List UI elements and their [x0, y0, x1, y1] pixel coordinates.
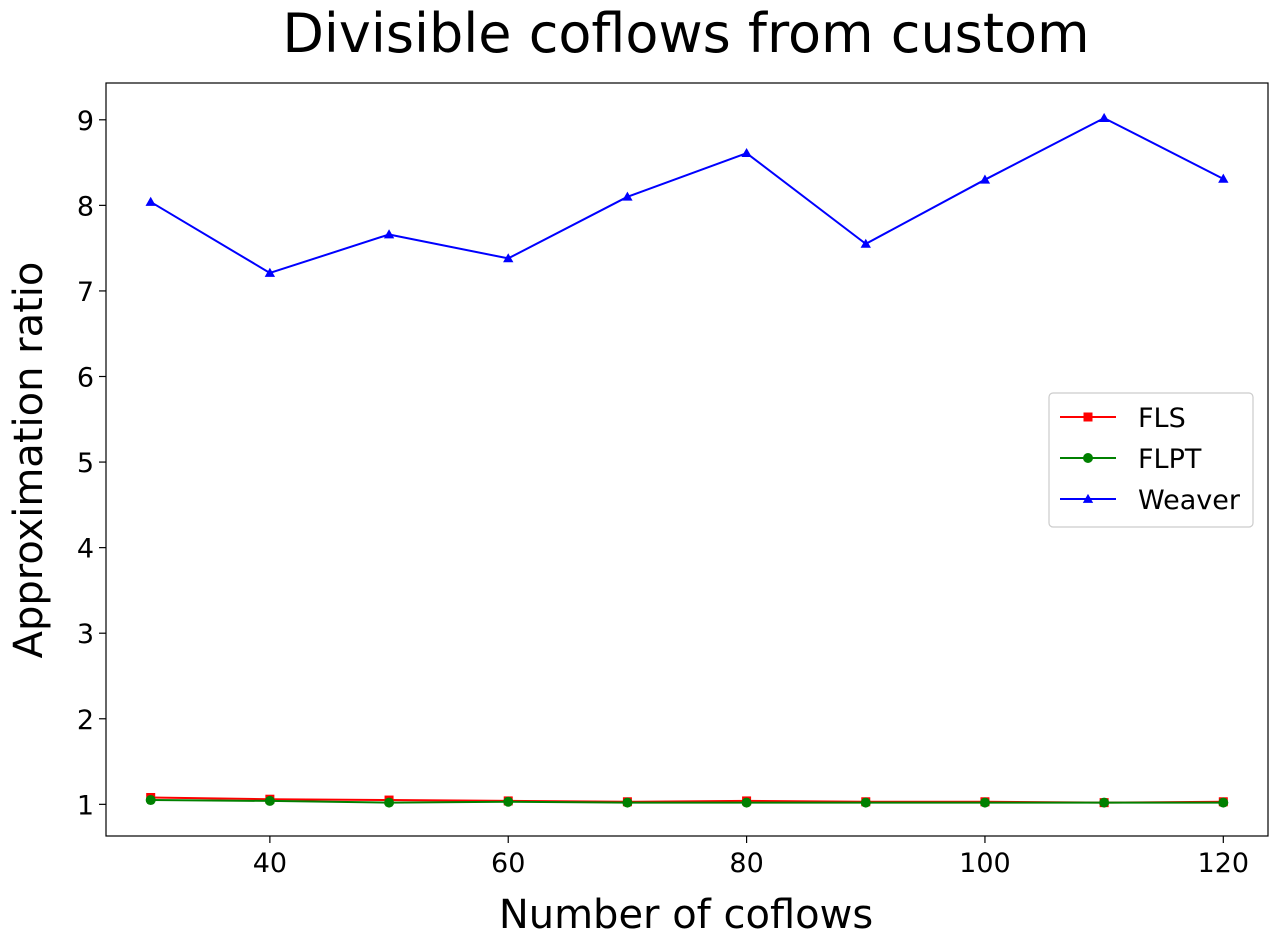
- data-point-flpt: [145, 795, 156, 806]
- y-tick-label: 3: [77, 619, 94, 650]
- legend-marker-weaver: [1082, 493, 1094, 503]
- series-flpt: [145, 795, 1229, 808]
- data-point-flpt: [979, 797, 990, 808]
- series-line-flpt: [150, 799, 1224, 804]
- y-axis-label: Approximation ratio: [6, 262, 52, 659]
- data-point-weaver: [383, 229, 395, 239]
- legend-entry-weaver: Weaver: [1060, 485, 1241, 516]
- data-point-flpt: [622, 797, 633, 808]
- legend-marker-flpt: [1083, 453, 1093, 463]
- y-tick-label: 9: [77, 106, 94, 137]
- plot-frame: [105, 82, 1269, 837]
- legend-label-fls: FLS: [1138, 403, 1186, 434]
- plot-area: [145, 112, 1229, 808]
- y-tick-label: 5: [77, 448, 94, 479]
- legend-label-flpt: FLPT: [1138, 444, 1202, 475]
- y-tick-label: 1: [77, 790, 94, 821]
- data-point-weaver: [860, 238, 871, 248]
- chart-title: Divisible coflows from custom: [282, 2, 1089, 65]
- y-tick-label: 7: [77, 277, 94, 308]
- legend-box: [1048, 392, 1254, 528]
- data-point-weaver: [741, 147, 752, 158]
- data-point-flpt: [503, 796, 514, 807]
- data-point-flpt: [1218, 797, 1229, 808]
- data-point-weaver: [622, 191, 633, 201]
- series-line-weaver: [150, 117, 1224, 274]
- data-point-flpt: [1099, 797, 1110, 808]
- x-axis-label: Number of coflows: [499, 892, 873, 938]
- x-tick-label: 120: [1198, 848, 1250, 879]
- data-point-weaver: [145, 196, 156, 206]
- data-point-weaver: [264, 267, 276, 277]
- y-tick-label: 6: [77, 362, 94, 393]
- data-point-weaver: [979, 174, 991, 184]
- y-tick-label: 8: [77, 191, 94, 222]
- data-point-weaver: [503, 253, 514, 263]
- data-point-weaver: [1218, 173, 1229, 183]
- legend-marker-fls: [1083, 412, 1093, 422]
- data-point-flpt: [264, 795, 275, 806]
- x-tick-label: 40: [253, 848, 287, 879]
- y-tick-label: 2: [77, 705, 94, 736]
- x-tick-label: 80: [729, 848, 763, 879]
- data-point-flpt: [384, 797, 395, 808]
- legend-entry-fls: FLS: [1060, 403, 1186, 434]
- x-tick-label: 60: [491, 848, 525, 879]
- legend-label-weaver: Weaver: [1138, 485, 1241, 516]
- data-point-weaver: [1098, 112, 1110, 122]
- data-point-flpt: [860, 797, 871, 808]
- y-tick-label: 4: [77, 534, 94, 565]
- series-weaver: [145, 112, 1229, 277]
- legend-entry-flpt: FLPT: [1060, 444, 1202, 475]
- legend: FLS FLPT Weaver: [1048, 392, 1254, 528]
- axes: 40 60 80 100 120 1 2 3 4 5 6 7 8 9: [77, 82, 1269, 879]
- x-tick-label: 100: [959, 848, 1011, 879]
- data-point-flpt: [741, 797, 752, 808]
